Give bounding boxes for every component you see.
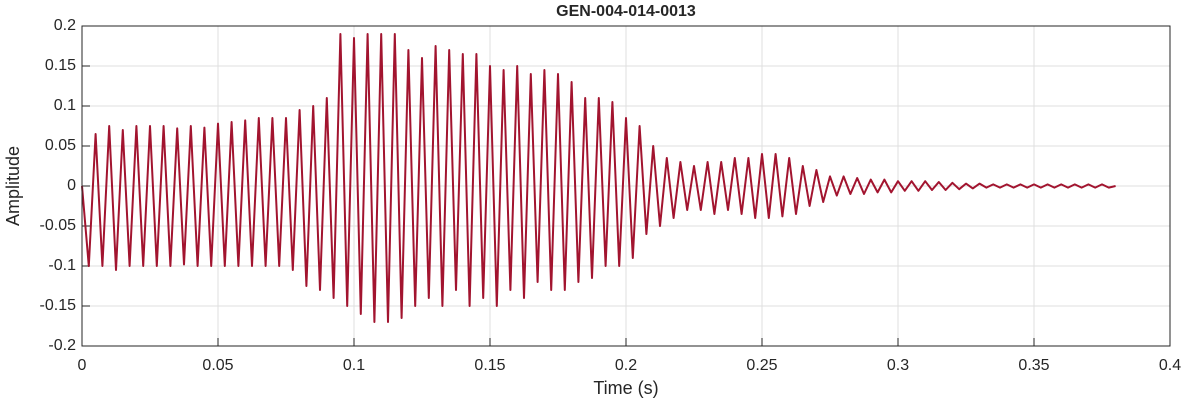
x-tick-label: 0.35 [1018, 357, 1049, 374]
x-tick-label: 0 [78, 357, 87, 374]
y-axis-label: Amplitude [3, 146, 23, 226]
y-tick-label: 0 [67, 177, 76, 194]
x-tick-label: 0.3 [887, 357, 909, 374]
x-tick-label: 0.1 [343, 357, 365, 374]
x-tick-label: 0.05 [202, 357, 233, 374]
x-tick-label: 0.2 [615, 357, 637, 374]
x-tick-label: 0.15 [474, 357, 505, 374]
axes-box [81, 25, 1171, 347]
y-tick-label: 0.15 [45, 57, 76, 74]
waveform-line [81, 33, 1116, 323]
y-tick-label: -0.1 [48, 257, 76, 274]
y-tick-label: 0.05 [45, 137, 76, 154]
x-tick-label: 0.4 [1159, 357, 1181, 374]
x-axis-label: Time (s) [593, 378, 658, 398]
y-tick-label: -0.15 [40, 297, 77, 314]
y-tick-label: 0.2 [54, 17, 76, 34]
y-tick-label: -0.05 [40, 217, 77, 234]
chart-title: GEN-004-014-0013 [556, 3, 696, 20]
y-tick-label: 0.1 [54, 97, 76, 114]
y-tick-label: -0.2 [48, 337, 76, 354]
x-tick-label: 0.25 [746, 357, 777, 374]
